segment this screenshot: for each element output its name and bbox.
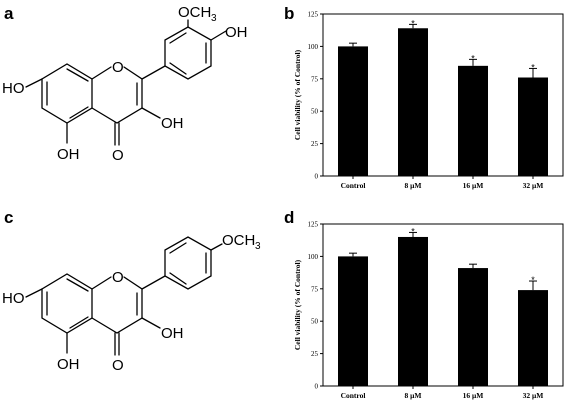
structure-c-och3: OCH [222,232,255,249]
structure-a-bond-oh-right [141,107,161,119]
chart-d: Cell viability (% of Control) 0 25 50 75 100… [293,221,564,400]
structure-c-och3-subscript: 3 [255,241,261,252]
chart-d-bar [398,236,428,386]
structure-a-bond-ring-b [141,65,166,80]
structure-c-ring-a [41,273,93,334]
chart-d-significance-star: * [531,275,535,285]
chart-d-bar [518,290,548,386]
structure-a-oh-top: OH [225,24,248,41]
chart-d-category-label: 16 μM [463,391,484,400]
chart-b-y-tick-label: 125 [308,11,319,19]
panel-letter-b: b [284,4,294,23]
structure-a-ring-b [164,26,212,80]
structure-a-carbonyl-bond [114,122,120,146]
chart-b-ylabel: Cell viability (% of Control) [293,49,302,140]
structure-a-ring-oxygen: O [112,59,124,76]
chart-b-significance-star: * [531,62,535,72]
chart-b-significance-star: * [471,53,475,63]
chart-b-significance-star: * [411,18,415,28]
chart-b-category-label: 8 μM [405,181,422,190]
structure-c-oh-bottom: OH [57,356,80,373]
structure-a-ring-b-double-bonds [169,32,207,75]
structure-c-oh-right: OH [161,325,184,342]
structure-a-oh-right: OH [161,115,184,132]
structure-a: OCH 3 OH HO OH OH O O [2,4,248,164]
structure-a-bond-ho [25,78,43,88]
structure-a-bond-oh-top [210,30,227,41]
chart-d-category-label: 8 μM [405,391,422,400]
chart-b-bar [338,46,368,177]
structure-a-och3-subscript: 3 [211,13,217,24]
chart-d-bar [338,256,368,386]
panel-letter-c: c [4,208,13,227]
chart-b-bar [518,77,548,176]
chart-d-y-tick-label: 25 [311,350,319,358]
structure-c-bond-ring-b [141,275,166,290]
panel-letter-a: a [4,4,14,23]
chart-d-y-tick-label: 50 [311,318,319,326]
chart-b-y-tick-label: 100 [308,43,319,51]
chart-b-category-label: 16 μM [463,181,484,190]
chart-d-y-ticks: 0 25 50 75 100 125 [308,221,323,391]
chart-d-bars: ** [338,226,548,386]
chart-d-category-label: 32 μM [523,391,544,400]
chart-b-bars: * * * [338,18,548,177]
structure-a-ho-left: HO [2,80,25,97]
structure-c-bond-ho [25,288,43,298]
chart-b-y-tick-label: 75 [311,75,319,83]
chart-b-frame [322,13,564,177]
chart-b-category-label: Control [341,181,366,190]
structure-c-ho-left: HO [2,290,25,307]
chart-d-y-tick-label: 0 [315,383,319,391]
chart-d-frame [322,223,564,387]
chart-b-category-label: 32 μM [523,181,544,190]
chart-b-y-tick-label: 0 [315,173,319,181]
chart-b-y-ticks: 0 25 50 75 100 125 [308,11,323,181]
structure-c-bond-oh-right [141,317,161,329]
structure-a-ring-a [41,63,93,124]
structure-a-och3: OCH [178,4,211,21]
chart-d-category-label: Control [341,391,366,400]
chart-d-y-tick-label: 125 [308,221,319,229]
structure-a-carbonyl-oxygen: O [112,147,124,164]
structure-c-bond-och3 [210,243,223,251]
structure-c-ring-oxygen: O [112,269,124,286]
structure-c-carbonyl-oxygen: O [112,357,124,374]
chart-d-ylabel: Cell viability (% of Control) [293,259,302,350]
chart-b-bar [398,28,428,177]
chart-b-y-tick-label: 25 [311,140,319,148]
panel-letter-d: d [284,208,294,227]
chart-d-y-tick-label: 75 [311,285,319,293]
chart-b-categories: Control 8 μM 16 μM 32 μM [341,176,544,190]
structure-c-ring-a-double-bonds [46,278,89,329]
structure-a-ring-a-double-bonds [46,68,89,119]
chart-d-y-tick-label: 100 [308,253,319,261]
chart-b-y-tick-label: 50 [311,108,319,116]
structure-c-ring-b-double-bonds [169,242,207,285]
chart-b: Cell viability (% of Control) 0 25 50 75 100… [293,11,564,190]
structure-c-carbonyl-bond [114,332,120,356]
chart-d-significance-star: * [411,226,415,236]
chart-d-categories: Control 8 μM 16 μM 32 μM [341,386,544,400]
chart-b-bar [458,65,488,176]
structure-c-ring-b [164,236,212,290]
structure-a-oh-bottom: OH [57,146,80,163]
chart-d-bar [458,268,488,386]
structure-c: OCH 3 HO OH OH O O [2,232,261,374]
